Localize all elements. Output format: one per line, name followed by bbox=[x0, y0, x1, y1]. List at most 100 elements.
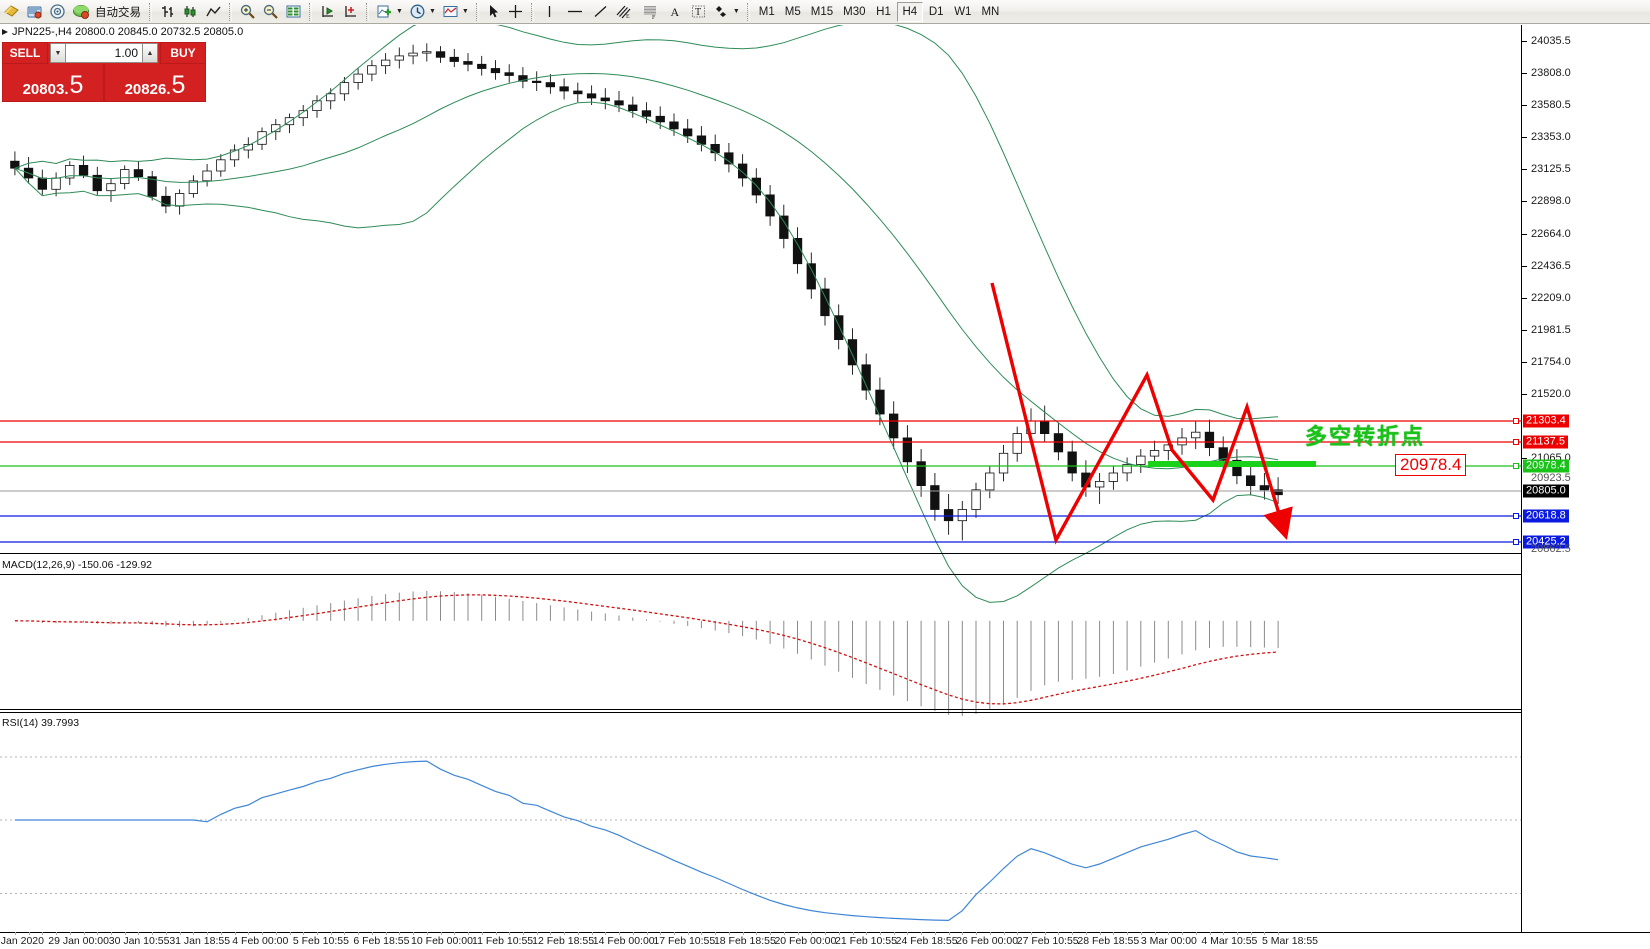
period-dropdown-arrow[interactable]: ▼ bbox=[428, 8, 436, 15]
symbol-marker-icon bbox=[2, 29, 8, 35]
price-tick-label: 23353.0 bbox=[1531, 130, 1571, 143]
time-axis-ticks bbox=[0, 932, 1521, 936]
crosshair-icon[interactable] bbox=[504, 1, 527, 23]
pane-separator-macd-rsi bbox=[0, 709, 1650, 710]
price-level-badge[interactable]: 20978.4 bbox=[1523, 459, 1569, 473]
shapes-icon[interactable] bbox=[710, 1, 733, 23]
time-tick-label: 6 Feb 18:55 bbox=[353, 935, 410, 947]
templates-dropdown-arrow[interactable]: ▼ bbox=[461, 8, 469, 15]
timeframe-m1[interactable]: M1 bbox=[758, 5, 775, 18]
volume-stepper[interactable]: ▼ 1.00 ▲ bbox=[48, 42, 160, 64]
shapes-dropdown-arrow[interactable]: ▼ bbox=[732, 8, 740, 15]
buy-button[interactable]: BUY bbox=[160, 42, 206, 64]
level-line-handle[interactable] bbox=[1513, 463, 1519, 469]
timeframe-w1[interactable]: W1 bbox=[954, 5, 972, 18]
pane-separator-macd-top bbox=[0, 574, 1650, 575]
chart-shift-icon[interactable] bbox=[339, 1, 362, 23]
equidistant-channel-icon[interactable]: E bbox=[612, 1, 638, 23]
time-tick-label: 3 Mar 00:00 bbox=[1140, 935, 1197, 947]
volume-input[interactable]: 1.00 bbox=[66, 43, 142, 63]
price-level-badge[interactable]: 21137.5 bbox=[1523, 435, 1568, 449]
cursor-icon[interactable] bbox=[483, 1, 504, 23]
zoom-out-icon[interactable] bbox=[259, 1, 282, 23]
sell-price[interactable]: 20803. 5 bbox=[2, 64, 104, 102]
new-order-icon[interactable] bbox=[0, 1, 23, 23]
level-line-handle[interactable] bbox=[1513, 439, 1519, 445]
period-icon[interactable] bbox=[406, 1, 429, 23]
timeframe-h4[interactable]: H4 bbox=[896, 1, 924, 22]
time-tick-label: 18 Feb 18:55 bbox=[713, 935, 776, 947]
auto-scroll-icon[interactable] bbox=[316, 1, 339, 23]
navigator-icon[interactable] bbox=[46, 1, 69, 23]
time-tick-label: 7 Jan 2020 bbox=[0, 935, 44, 947]
line-chart-icon[interactable] bbox=[202, 1, 225, 23]
price-level-badge[interactable]: 20425.2 bbox=[1523, 535, 1569, 549]
time-tick-label: 28 Feb 18:55 bbox=[1077, 935, 1140, 947]
timeframe-m5[interactable]: M5 bbox=[784, 5, 801, 18]
terminal-icon[interactable] bbox=[23, 1, 46, 23]
trendline-icon[interactable] bbox=[589, 1, 612, 23]
trend-arrows[interactable] bbox=[990, 282, 1293, 545]
volume-increase-button[interactable]: ▲ bbox=[142, 43, 158, 63]
templates-icon[interactable] bbox=[439, 1, 462, 23]
buy-price[interactable]: 20826. 5 bbox=[104, 64, 206, 102]
time-tick-label: 26 Feb 00:00 bbox=[956, 935, 1019, 947]
price-tick-label: 23808.0 bbox=[1531, 67, 1571, 79]
time-tick-label: 17 Feb 10:55 bbox=[653, 935, 716, 947]
grid-icon[interactable] bbox=[282, 1, 305, 23]
timeframe-d1[interactable]: D1 bbox=[928, 5, 944, 18]
toolbar-separator bbox=[475, 2, 479, 21]
main-toolbar: 自动交易 bbox=[0, 0, 1650, 24]
level-line-handle[interactable] bbox=[1513, 539, 1519, 545]
time-tick-label: 5 Mar 18:55 bbox=[1261, 935, 1319, 947]
timeframe-m15[interactable]: M15 bbox=[810, 5, 834, 18]
time-tick-label: 27 Feb 10:55 bbox=[1016, 935, 1079, 947]
toolbar-separator bbox=[309, 2, 312, 21]
toolbar-separator bbox=[530, 2, 534, 21]
one-click-trade-panel[interactable]: SELL ▼ 1.00 ▲ BUY 20803. 5 20826. 5 bbox=[2, 42, 206, 102]
price-tick-label: 23125.5 bbox=[1531, 162, 1571, 175]
price-tick bbox=[1522, 200, 1527, 202]
fibonacci-icon[interactable]: F bbox=[638, 1, 664, 23]
level-line-handle[interactable] bbox=[1513, 513, 1519, 519]
chinese-annotation-text: 多空转折点 bbox=[1305, 424, 1426, 449]
toolbar-separator bbox=[229, 2, 232, 21]
time-tick-label: 21 Feb 10:55 bbox=[835, 935, 897, 947]
text-label-icon[interactable]: T bbox=[687, 1, 710, 23]
price-tick bbox=[1522, 394, 1527, 396]
autotrading-icon[interactable] bbox=[69, 1, 93, 23]
zoom-in-icon[interactable] bbox=[236, 1, 259, 23]
price-level-badge[interactable]: 20805.0 bbox=[1523, 484, 1569, 498]
price-tick bbox=[1522, 41, 1527, 43]
chart-canvas[interactable] bbox=[0, 25, 1521, 932]
bar-chart-icon[interactable] bbox=[156, 1, 179, 23]
svg-text:E: E bbox=[626, 14, 630, 20]
text-icon[interactable]: A bbox=[664, 1, 687, 23]
level-lines[interactable] bbox=[0, 420, 1521, 543]
time-tick-label: 12 Feb 18:55 bbox=[532, 935, 595, 947]
sell-button[interactable]: SELL bbox=[2, 42, 48, 64]
timeframe-mn[interactable]: MN bbox=[981, 5, 1000, 18]
time-tick-label: 10 Feb 00:00 bbox=[411, 935, 473, 947]
indicators-icon[interactable] bbox=[373, 1, 396, 23]
symbol-ohlc-line: JPN225-,H4 20800.0 20845.0 20732.5 20805… bbox=[12, 25, 244, 38]
timeframe-m30[interactable]: M30 bbox=[843, 5, 866, 18]
level-line-handle[interactable] bbox=[1513, 418, 1519, 424]
price-level-badge[interactable]: 20618.8 bbox=[1523, 509, 1569, 523]
time-tick-label: 30 Jan 10:55 bbox=[108, 935, 170, 947]
price-tick bbox=[1522, 73, 1527, 74]
price-tick-label: 22898.0 bbox=[1531, 194, 1571, 207]
indicators-dropdown-arrow[interactable]: ▼ bbox=[396, 8, 403, 15]
price-level-badge[interactable]: 21303.4 bbox=[1523, 414, 1569, 428]
price-axis[interactable]: 24035.5 23808.0 23580.5 23353.0 23125.5 22898… bbox=[1521, 25, 1650, 932]
timeframe-h1[interactable]: H1 bbox=[876, 5, 891, 18]
autotrading-label: 自动交易 bbox=[95, 6, 141, 19]
bollinger-bands bbox=[14, 25, 1279, 603]
volume-decrease-button[interactable]: ▼ bbox=[50, 43, 66, 63]
horizontal-line-icon[interactable] bbox=[561, 1, 589, 23]
candlestick-chart-icon[interactable] bbox=[179, 1, 202, 23]
vertical-line-icon[interactable] bbox=[538, 1, 561, 23]
time-tick-label: 5 Feb 10:55 bbox=[292, 935, 349, 947]
time-tick-label: 4 Mar 10:55 bbox=[1201, 935, 1258, 947]
